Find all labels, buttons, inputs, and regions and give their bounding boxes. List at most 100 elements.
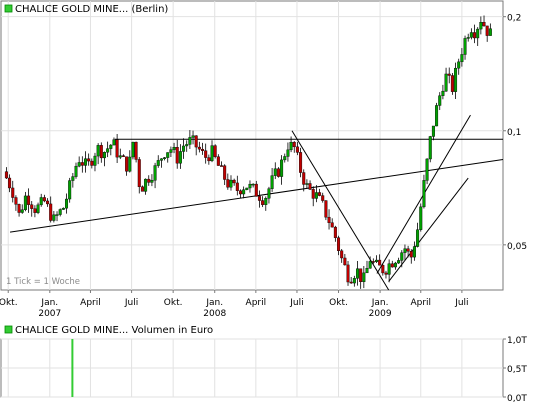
candle-body (14, 197, 18, 205)
candle-body (393, 262, 397, 268)
candle-body (479, 22, 483, 30)
candle-body (289, 141, 293, 151)
tick-annotation: 1 Tick = 1 Woche (6, 277, 80, 287)
candle-body (226, 179, 230, 188)
candle-body (245, 187, 249, 190)
candle-body (77, 162, 81, 167)
candle-body (311, 189, 315, 199)
candle-body (381, 264, 385, 274)
x-tick-label: Okt. (329, 298, 348, 308)
candle-body (61, 207, 65, 210)
volume-panel: 1,0T 0,5T 0,0T CHALICE GOLD MINE... Volume… (0, 325, 527, 404)
candle-body (368, 261, 372, 269)
candle-body (466, 37, 470, 39)
candle-body (68, 180, 72, 200)
candle-body (17, 204, 21, 213)
candle-body (485, 25, 489, 36)
candle-body (8, 177, 12, 189)
candle-body (447, 73, 451, 76)
candle-body (213, 145, 217, 157)
candle-body (387, 263, 391, 275)
candle-body (412, 246, 416, 258)
candle-body (175, 147, 179, 164)
candle-body (248, 183, 252, 189)
candle-body (39, 197, 43, 206)
candle-body (159, 158, 163, 161)
x-tick-label: April (410, 298, 431, 308)
year-labels: 2007 2008 2009 (38, 309, 391, 319)
candle-body (384, 272, 388, 275)
candle-body (378, 259, 382, 266)
price-plot-frame (0, 0, 504, 291)
candle-body (273, 168, 277, 176)
candle-body (118, 155, 122, 158)
volume-bars (71, 339, 74, 397)
candle-body (238, 190, 242, 195)
candle-body (134, 141, 138, 160)
volume-bar (71, 339, 74, 397)
candle-body (308, 183, 312, 190)
candle-body (463, 38, 467, 55)
candle-body (201, 148, 205, 151)
candle-body (156, 160, 160, 166)
candle-body (460, 54, 464, 63)
candle-body (488, 28, 492, 36)
candle-body (235, 182, 239, 191)
price-y-tick-label: 0,1 (507, 128, 521, 138)
price-y-tick-label: 0,2 (507, 14, 521, 24)
volume-chart-title: CHALICE GOLD MINE... Volumen in Euro (15, 325, 213, 336)
candle-body (197, 146, 201, 150)
candlesticks (4, 15, 492, 289)
year-label: 2008 (203, 309, 226, 319)
candle-body (46, 200, 50, 205)
candle-body (314, 192, 318, 199)
candle-body (71, 176, 75, 181)
candle-body (102, 151, 106, 159)
candle-body (444, 73, 448, 92)
candle-body (27, 195, 31, 205)
candle-body (428, 136, 432, 160)
candle-body (305, 183, 309, 185)
volume-y-tick-labels: 1,0T 0,5T 0,0T (503, 336, 527, 404)
candle-body (457, 61, 461, 69)
candle-body (406, 248, 410, 252)
candle-body (374, 259, 378, 262)
candle-body (33, 208, 37, 213)
candle-body (397, 260, 401, 264)
candle-body (163, 157, 167, 159)
candle-body (362, 272, 366, 283)
candle-body (204, 150, 208, 158)
candle-body (251, 183, 255, 186)
candle-body (99, 145, 103, 159)
candle-body (419, 206, 423, 230)
candle-body (188, 137, 192, 145)
x-tick-label: Jan. (205, 298, 223, 308)
candle-body (295, 146, 299, 153)
volume-y-tick-label: 1,0T (507, 336, 527, 346)
candle-body (4, 171, 8, 179)
candle-body (185, 144, 189, 147)
candle-body (131, 141, 135, 158)
candle-body (172, 147, 176, 150)
price-y-tick-labels: 0,2 0,1 0,05 (503, 14, 527, 252)
candle-body (112, 139, 116, 146)
candle-body (42, 197, 46, 202)
x-tick-label: Okt. (164, 298, 183, 308)
candle-body (403, 248, 407, 253)
candle-body (191, 135, 195, 138)
candle-body (80, 162, 84, 166)
candle-body (96, 145, 100, 157)
x-tick-label: Okt. (0, 298, 18, 308)
candle-body (58, 209, 62, 215)
candle-body (337, 237, 341, 251)
candle-body (276, 168, 280, 177)
candle-body (286, 149, 290, 157)
candle-body (93, 155, 97, 166)
candle-body (476, 28, 480, 39)
candle-body (327, 216, 331, 223)
candle-body (409, 251, 413, 258)
candle-body (36, 204, 40, 213)
candle-body (400, 252, 404, 261)
candle-body (125, 156, 129, 172)
